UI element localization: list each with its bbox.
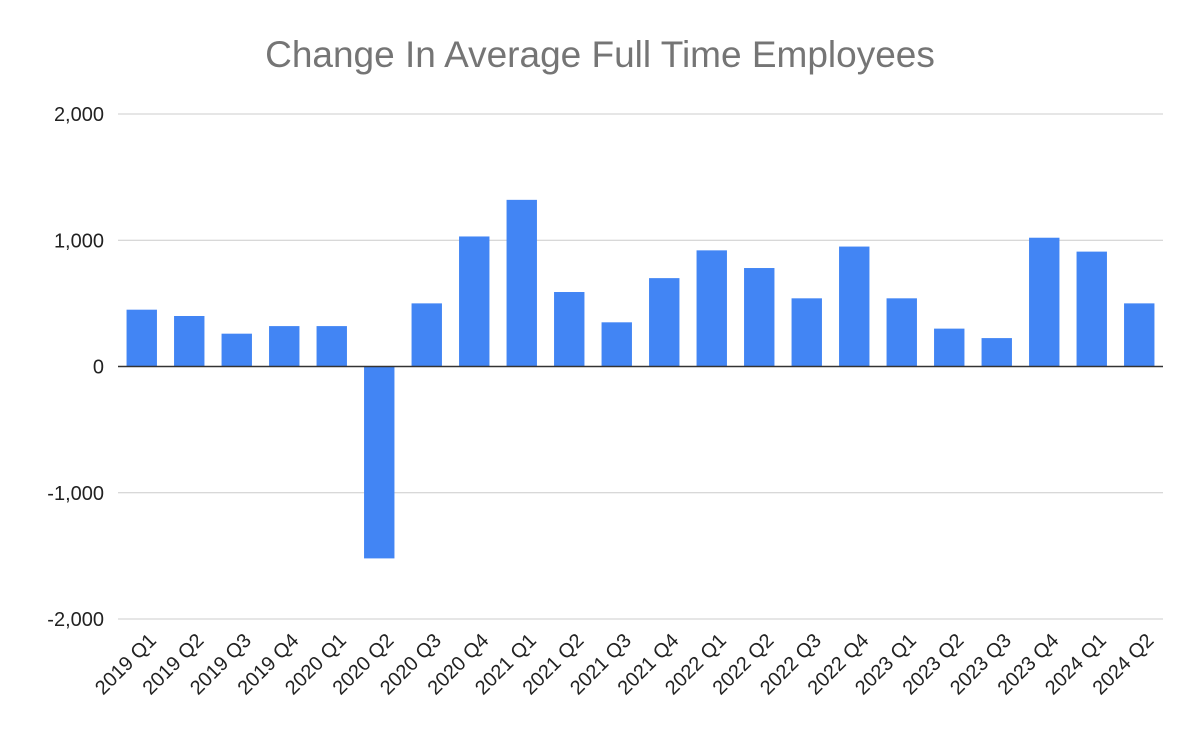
bar-2020-q4 (459, 236, 490, 367)
bar-2021-q1 (506, 199, 537, 367)
bar-2022-q3 (791, 298, 822, 367)
bar-2019-q3 (221, 333, 252, 367)
bar-2022-q4 (839, 246, 870, 367)
gridlines (118, 113, 1163, 620)
y-axis-tick-labels: -2,000 -1,000 0 1,000 2,000 (47, 104, 104, 631)
y-tick-label: -2,000 (47, 609, 104, 631)
bar-2024-q2 (1124, 303, 1155, 367)
bar-2020-q2 (364, 366, 395, 559)
chart-title: Change In Average Full Time Employees (265, 34, 935, 75)
bar-2021-q3 (601, 322, 632, 367)
bar-2022-q1 (696, 250, 727, 367)
bar-2022-q2 (744, 268, 775, 367)
bar-2020-q3 (411, 303, 442, 367)
y-tick-label: 1,000 (54, 230, 104, 252)
y-tick-label: 2,000 (54, 104, 104, 126)
bar-2023-q2 (934, 328, 965, 367)
bar-2020-q1 (316, 326, 347, 367)
y-tick-label: 0 (93, 357, 104, 379)
y-tick-label: -1,000 (47, 483, 104, 505)
bar-2024-q1 (1076, 251, 1107, 367)
bar-2023-q4 (1029, 237, 1060, 367)
bars (126, 199, 1155, 559)
bar-2023-q3 (981, 338, 1012, 367)
bar-2021-q2 (554, 292, 585, 367)
bar-2019-q4 (269, 326, 300, 367)
bar-2021-q4 (649, 278, 680, 367)
bar-2019-q2 (174, 316, 205, 367)
bar-2019-q1 (126, 309, 157, 367)
bar-2023-q1 (886, 298, 917, 367)
